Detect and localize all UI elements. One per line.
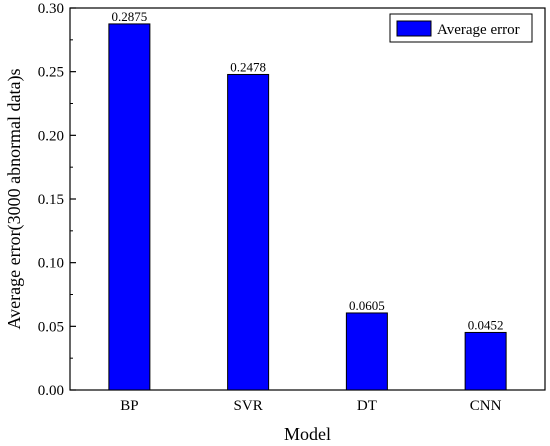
y-tick-label: 0.00 — [38, 383, 64, 399]
bar — [227, 73, 270, 391]
x-tick-label: CNN — [470, 398, 502, 414]
data-label: 0.2875 — [112, 9, 148, 24]
y-tick-label: 0.10 — [38, 256, 64, 272]
bar — [345, 312, 388, 391]
x-tick-label: DT — [357, 398, 377, 414]
bars — [108, 23, 507, 391]
x-tick-label: BP — [120, 398, 138, 414]
legend: Average error — [389, 13, 533, 43]
bar — [464, 331, 507, 391]
legend-swatch — [396, 20, 432, 37]
data-label: 0.0452 — [468, 317, 504, 332]
y-tick-label: 0.20 — [38, 128, 64, 144]
data-label: 0.0605 — [349, 298, 385, 313]
y-tick-label: 0.05 — [38, 319, 64, 335]
legend-label: Average error — [437, 22, 520, 38]
data-label: 0.2478 — [230, 59, 266, 74]
x-tick-label: SVR — [234, 398, 263, 414]
x-axis-label: Model — [284, 424, 331, 444]
bar — [108, 23, 151, 391]
y-axis-label: Average error(3000 abnormal data)s — [4, 68, 25, 329]
data-labels: 0.2875 0.2478 0.0605 0.0452 — [112, 9, 504, 333]
y-tick-label: 0.30 — [38, 1, 64, 17]
y-tick-label: 0.15 — [38, 192, 64, 208]
y-axis: 0.00 0.05 0.10 0.15 0.20 0.25 0.30 — [38, 1, 76, 399]
y-tick-label: 0.25 — [38, 65, 64, 81]
